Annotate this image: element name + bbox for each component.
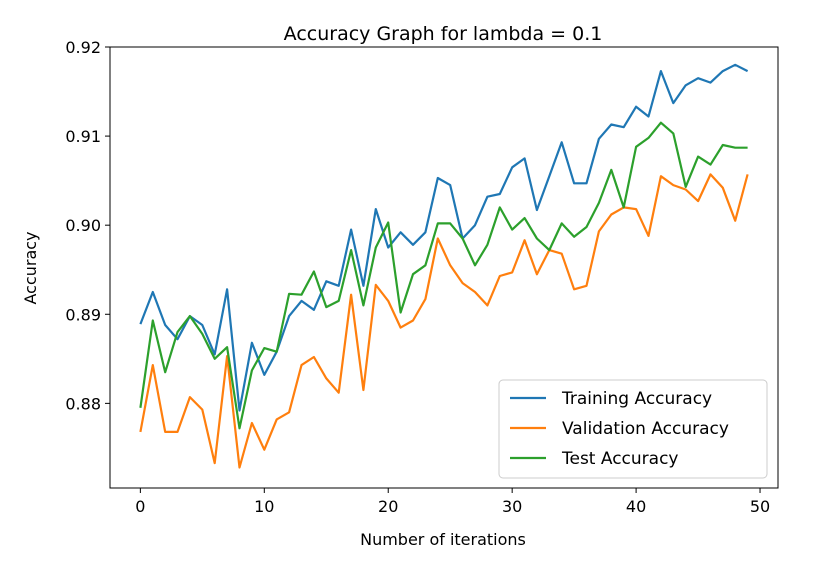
chart-title: Accuracy Graph for lambda = 0.1 [284,23,603,45]
legend-label-validation-accuracy: Validation Accuracy [562,419,729,439]
x-tick-label: 20 [378,497,398,516]
x-tick-label: 30 [502,497,522,516]
y-axis-ticks: 0.88 0.89 0.90 0.91 0.92 [65,38,110,413]
x-axis-label: Number of iterations [360,530,526,549]
series-line-test-accuracy [139,121,748,430]
legend: Training Accuracy Validation Accuracy Test… [498,379,768,479]
x-axis-ticks: 0 10 20 30 40 50 [135,488,770,516]
x-tick-label: 10 [254,497,274,516]
y-tick-label: 0.88 [65,394,101,413]
legend-label-training-accuracy: Training Accuracy [561,389,712,409]
y-axis-label: Accuracy [21,231,40,304]
plot-frame [109,46,779,489]
series-lines [139,63,749,469]
series-line-training-accuracy [139,63,749,412]
y-tick-label: 0.92 [65,38,101,57]
legend-box [498,379,768,479]
y-tick-label: 0.89 [65,305,101,324]
x-tick-label: 0 [135,497,145,516]
x-tick-label: 40 [626,497,646,516]
x-tick-label: 50 [750,497,770,516]
series-line-validation-accuracy [139,173,749,469]
y-tick-label: 0.90 [65,216,101,235]
y-tick-label: 0.91 [65,127,101,146]
legend-label-test-accuracy: Test Accuracy [561,449,679,469]
